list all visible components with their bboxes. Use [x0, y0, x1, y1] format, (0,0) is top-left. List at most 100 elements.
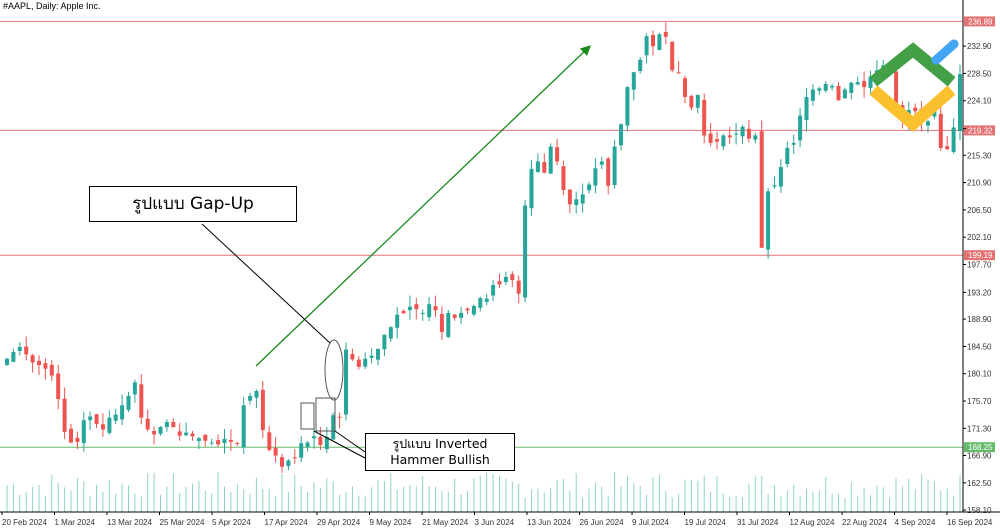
bearish-candle	[439, 306, 444, 340]
bullish-candle	[823, 81, 828, 93]
annotations	[201, 45, 591, 459]
price-level-label: 168.25	[968, 443, 993, 452]
price-level-tag	[964, 125, 995, 136]
bearish-candle	[747, 119, 751, 143]
bearish-candle	[683, 75, 687, 104]
price-level-tag	[964, 250, 995, 261]
bearish-candle	[606, 156, 611, 195]
hammer-callout-line1: รูปแบบ Inverted	[392, 436, 488, 451]
y-tick-label: 180.10	[967, 370, 992, 379]
hammer-highlight-box-1	[300, 402, 315, 430]
bearish-candle	[152, 426, 157, 445]
y-tick-label: 202.10	[967, 233, 992, 242]
y-tick-label: 228.50	[967, 69, 992, 78]
bullish-candle	[868, 70, 873, 96]
bearish-candle	[938, 105, 943, 151]
bullish-candle	[420, 309, 425, 321]
bearish-candle	[101, 413, 105, 437]
bearish-candle	[350, 348, 355, 362]
bearish-candle	[280, 453, 284, 473]
brand-logo	[869, 39, 959, 132]
hammer-callout-line2: Hammer Bullish	[390, 452, 490, 467]
bullish-candle	[222, 428, 227, 454]
y-tick-label: 188.90	[967, 315, 992, 324]
bullish-candle	[638, 57, 643, 74]
bearish-candle	[567, 189, 572, 214]
bullish-candle	[388, 326, 393, 342]
y-tick-label: 158.10	[967, 506, 992, 515]
gap-up-callout: รูปแบบ Gap-Up	[89, 186, 297, 222]
bearish-candle	[708, 122, 713, 147]
bullish-candle	[535, 153, 540, 174]
bullish-candle	[299, 436, 304, 463]
bullish-candle	[855, 76, 860, 86]
bearish-candle	[727, 126, 732, 144]
x-tick-label: 21 May 2024	[422, 518, 469, 527]
bullish-candle	[395, 307, 400, 339]
gap-up-highlight-ellipse	[324, 339, 344, 401]
bullish-candle	[484, 294, 489, 306]
bearish-candle	[945, 136, 950, 151]
bearish-candle	[356, 356, 361, 370]
y-tick-label: 171.30	[967, 424, 992, 433]
bullish-candle	[523, 200, 528, 303]
bearish-candle	[676, 61, 681, 74]
gap-up-pointer-line	[201, 223, 331, 344]
bullish-candle	[529, 160, 534, 216]
bullish-candle	[548, 143, 553, 174]
bullish-candle	[772, 176, 777, 189]
bearish-candle	[337, 412, 342, 429]
bearish-candle	[555, 139, 560, 166]
bearish-candle	[651, 30, 655, 56]
x-tick-label: 13 Mar 2024	[107, 518, 152, 527]
bearish-candle	[689, 94, 694, 111]
x-tick-label: 1 Mar 2024	[55, 518, 96, 527]
bullish-candle	[196, 436, 201, 450]
bullish-candle	[926, 120, 930, 133]
price-level-tag	[964, 442, 995, 453]
price-level-label: 199.19	[968, 251, 993, 260]
bullish-candle	[81, 411, 86, 452]
bearish-candle	[177, 423, 182, 441]
bullish-candle	[619, 123, 623, 151]
inverted-hammer-callout: รูปแบบ Inverted Hammer Bullish	[365, 433, 515, 471]
bullish-candle	[695, 94, 700, 114]
bullish-candle	[503, 271, 508, 285]
bearish-candle	[30, 353, 35, 373]
x-tick-label: 29 Apr 2024	[317, 518, 361, 527]
bearish-candle	[510, 271, 515, 287]
x-tick-label: 5 Apr 2024	[212, 518, 251, 527]
x-tick-label: 9 May 2024	[370, 518, 412, 527]
bullish-candle	[785, 141, 790, 168]
bullish-candle	[798, 107, 803, 148]
bullish-candle	[254, 389, 259, 408]
bullish-candle	[574, 191, 579, 214]
bullish-candle	[286, 459, 291, 471]
bearish-candle	[24, 336, 29, 361]
bullish-candle	[363, 352, 368, 369]
bullish-candle	[132, 379, 137, 403]
bullish-candle	[587, 181, 592, 194]
price-level-tag	[964, 16, 995, 27]
bullish-candle	[427, 297, 432, 322]
bearish-candle	[139, 374, 144, 425]
trend-arrow	[255, 45, 591, 367]
y-tick-label: 175.70	[967, 397, 992, 406]
bullish-candle	[120, 394, 125, 426]
bullish-candle	[631, 72, 636, 101]
bearish-candle	[836, 82, 841, 102]
bullish-candle	[951, 118, 956, 154]
bullish-candle	[107, 410, 112, 435]
y-tick-label: 215.30	[967, 151, 992, 160]
bearish-candle	[56, 364, 61, 410]
bullish-candle	[791, 134, 796, 155]
bearish-candle	[715, 131, 719, 150]
bearish-candle	[190, 431, 195, 441]
y-tick-label: 206.50	[967, 206, 992, 215]
bullish-candle	[209, 438, 214, 446]
candlesticks	[5, 22, 962, 473]
bullish-candle	[580, 183, 585, 213]
bullish-candle	[459, 306, 464, 324]
